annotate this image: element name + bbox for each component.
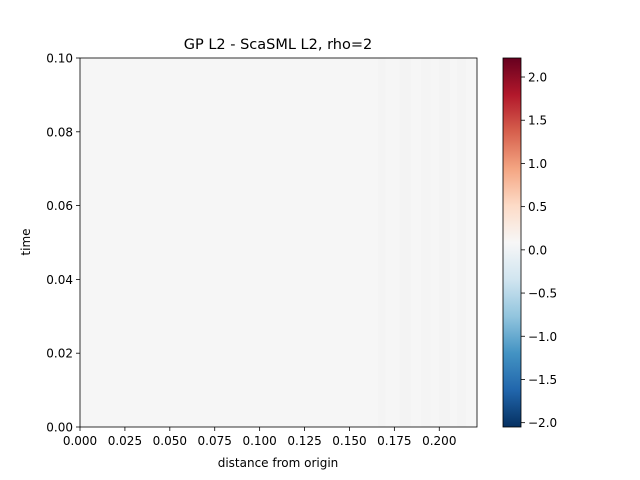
y-axis-label: time [19,228,33,255]
x-axis-ticks: 0.000 0.025 0.050 0.075 0.100 0.125 0.150 0.175… [63,427,456,448]
x-tick-label: 0.150 [332,434,366,448]
colorbar-ticks: −2.0 −1.5 −1.0 −0.5 0.0 0.5 1.0 1.5 2.0 [521,71,557,430]
x-tick-label: 0.075 [198,434,232,448]
y-tick-label: 0.02 [46,347,73,361]
colorbar-tick-label: 1.0 [528,157,547,171]
heatmap-cell [399,58,411,427]
chart-title: GP L2 - ScaSML L2, rho=2 [184,37,372,53]
x-tick-label: 0.000 [63,434,97,448]
heatmap-cell [439,58,451,427]
colorbar-tick-label: −0.5 [528,287,557,301]
colorbar-tick-label: −2.0 [528,416,557,430]
colorbar-tick-label: 2.0 [528,71,547,85]
x-tick-label: 0.200 [422,434,456,448]
y-tick-label: 0.08 [46,125,73,139]
x-axis-label: distance from origin [218,456,339,470]
y-tick-label: 0.04 [46,273,73,287]
heatmap-field [80,58,477,427]
x-tick-label: 0.050 [153,434,187,448]
y-tick-label: 0.06 [46,199,73,213]
x-tick-label: 0.125 [287,434,321,448]
colorbar-tick-label: −1.0 [528,330,557,344]
plot-frame [79,57,478,428]
heatmap-cell [421,58,431,427]
plot-area [79,57,478,428]
heatmap-cell [378,58,386,427]
y-tick-label: 0.00 [46,421,73,435]
x-tick-label: 0.025 [108,434,142,448]
colorbar-tick-label: 1.5 [528,114,547,128]
y-axis-ticks: 0.00 0.02 0.04 0.06 0.08 0.10 [46,52,80,435]
heatmap-cell [457,58,467,427]
colorbar-tick-label: 0.0 [528,243,547,257]
colorbar: −2.0 −1.5 −1.0 −0.5 0.0 0.5 1.0 1.5 2.0 [502,57,557,430]
colorbar-tick-label: 0.5 [528,200,547,214]
x-tick-label: 0.175 [377,434,411,448]
y-tick-label: 0.10 [46,52,73,66]
heatmap-stripes [378,58,467,427]
colorbar-gradient [502,57,522,428]
x-tick-label: 0.100 [242,434,276,448]
colorbar-tick-label: −1.5 [528,373,557,387]
